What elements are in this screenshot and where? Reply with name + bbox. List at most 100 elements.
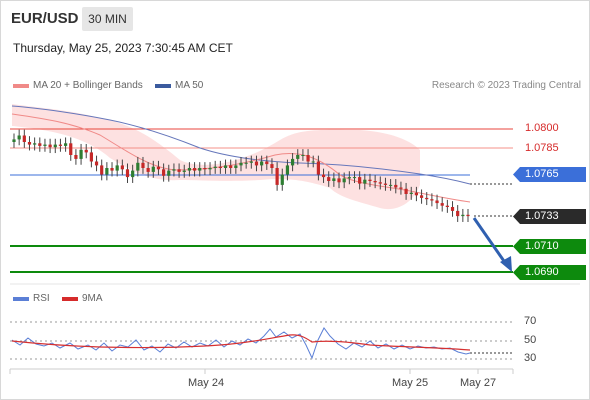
candle-body — [141, 162, 145, 168]
ma20-line — [11, 113, 471, 203]
candle-body — [223, 165, 228, 168]
candle-body — [58, 144, 63, 146]
rsi-level-30: 30 — [524, 352, 537, 364]
candle-body — [430, 199, 434, 201]
candle-body — [409, 192, 413, 194]
candlestick-series — [12, 129, 470, 222]
candle-body — [301, 155, 305, 156]
candle-body — [94, 161, 99, 166]
candle-body — [146, 168, 150, 172]
candle-body — [332, 178, 336, 181]
candle-body — [120, 165, 124, 170]
candle-body — [38, 143, 42, 146]
candle-body — [316, 161, 320, 175]
candle-body — [373, 181, 377, 183]
candle-body — [311, 161, 315, 163]
bollinger-band — [12, 104, 420, 210]
candle-body — [466, 214, 470, 217]
candle-body — [456, 210, 460, 217]
x-label-may25: May 25 — [392, 377, 429, 389]
ma50-legend-swatch — [155, 84, 171, 88]
resistance-2-label: 1.0800 — [513, 121, 586, 136]
candle-body — [249, 161, 253, 163]
candle-body — [342, 178, 346, 183]
candle-body — [440, 203, 444, 206]
candle-body — [327, 177, 331, 181]
candle-body — [17, 135, 21, 140]
candle-body — [162, 169, 166, 176]
candle-body — [363, 179, 367, 184]
candle-body — [187, 168, 192, 171]
candle-body — [445, 205, 449, 207]
support-1-label: 1.0710 — [513, 239, 586, 254]
candle-body — [260, 161, 264, 166]
candle-body — [208, 168, 212, 170]
candle-body — [218, 166, 222, 168]
rsi-ma-legend-swatch — [62, 297, 78, 301]
candle-body — [110, 168, 114, 171]
candle-body — [151, 166, 155, 172]
candle-body — [89, 152, 93, 162]
timeframe-button[interactable]: 30 MIN — [82, 7, 133, 31]
candle-body — [254, 161, 259, 166]
candle-body — [306, 155, 310, 162]
candle-body — [399, 187, 403, 189]
candle-body — [156, 166, 161, 170]
candle-body — [352, 177, 357, 179]
candle-body — [414, 192, 419, 196]
candle-body — [43, 144, 47, 146]
candle-body — [79, 149, 83, 159]
chart-header: EUR/USD 30 MIN — [0, 0, 590, 36]
last-price-label: 1.0733 — [513, 209, 586, 224]
candle-body — [172, 169, 176, 171]
candle-body — [229, 165, 233, 168]
candle-body — [131, 170, 135, 178]
bollinger-legend-label: MA 20 + Bollinger Bands — [33, 80, 143, 91]
rsi-level-70: 70 — [524, 315, 537, 327]
rsi-level-50: 50 — [524, 334, 537, 346]
candle-body — [244, 162, 248, 164]
candle-body — [378, 182, 382, 184]
candle-body — [321, 174, 326, 178]
pivot-label: 1.0765 — [513, 167, 586, 182]
support-2-label: 1.0690 — [513, 265, 586, 280]
candle-body — [48, 144, 52, 148]
candle-body — [239, 162, 243, 166]
candle-body — [394, 184, 398, 188]
candle-body — [53, 144, 57, 148]
candle-body — [265, 161, 269, 165]
candle-body — [12, 139, 16, 142]
symbol-label: EUR/USD — [11, 10, 79, 27]
candle-body — [290, 158, 295, 166]
rsi-legend-swatch — [13, 297, 29, 301]
candle-body — [115, 165, 119, 171]
candle-body — [280, 174, 284, 185]
rsi-legend-label: RSI — [33, 293, 50, 304]
candle-body — [74, 155, 78, 159]
candle-body — [404, 188, 408, 194]
candle-body — [296, 155, 300, 159]
candle-body — [27, 142, 32, 145]
candle-body — [270, 164, 274, 168]
candle-body — [22, 135, 26, 142]
candle-body — [425, 197, 429, 200]
candle-body — [125, 169, 130, 178]
candle-body — [33, 143, 37, 145]
copyright-text: Research © 2023 Trading Central — [431, 80, 581, 91]
forecast-arrow-head — [500, 256, 512, 272]
rsi-ma-legend-label: 9MA — [82, 293, 103, 304]
candle-body — [358, 177, 362, 184]
forecast-arrow-shaft — [472, 217, 508, 265]
candle-body — [203, 168, 207, 170]
candle-body — [177, 169, 181, 172]
candle-body — [389, 184, 393, 186]
bollinger-legend-swatch — [13, 84, 29, 88]
candle-body — [450, 207, 455, 211]
candle-body — [419, 195, 424, 198]
candle-body — [213, 166, 217, 168]
candle-body — [63, 143, 68, 146]
x-label-may27: May 27 — [460, 377, 497, 389]
candle-body — [167, 170, 171, 176]
candle-body — [461, 214, 465, 217]
